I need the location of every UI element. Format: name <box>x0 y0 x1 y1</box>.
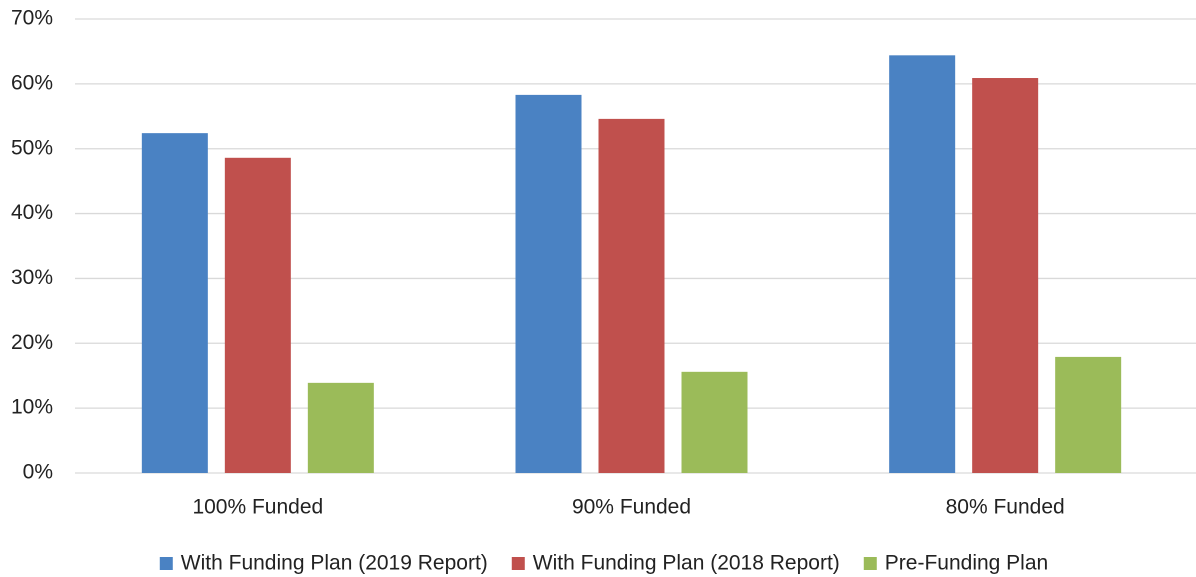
y-tick-label: 0% <box>23 461 53 484</box>
y-tick-label: 50% <box>11 136 53 159</box>
bar <box>598 118 665 473</box>
bar <box>889 55 956 473</box>
y-tick-label: 60% <box>11 71 53 94</box>
legend-label: With Funding Plan (2018 Report) <box>533 552 840 575</box>
legend-swatch <box>511 557 525 570</box>
bar <box>1055 356 1122 473</box>
y-tick-label: 10% <box>11 396 53 419</box>
legend-label: Pre-Funding Plan <box>885 552 1048 575</box>
y-tick-label: 40% <box>11 201 53 224</box>
x-tick-label: 90% Funded <box>572 496 691 519</box>
bar <box>224 157 291 473</box>
legend-swatch <box>159 557 173 570</box>
bar <box>307 382 374 473</box>
bar <box>141 133 208 474</box>
bar <box>515 94 582 473</box>
y-tick-label: 20% <box>11 331 53 354</box>
legend-label: With Funding Plan (2019 Report) <box>181 552 488 575</box>
bar <box>681 371 748 473</box>
x-tick-label: 100% Funded <box>192 496 323 519</box>
x-tick-label: 80% Funded <box>946 496 1065 519</box>
bar <box>972 78 1039 474</box>
y-tick-label: 30% <box>11 266 53 289</box>
y-tick-label: 70% <box>11 7 53 30</box>
legend-swatch <box>863 557 877 570</box>
